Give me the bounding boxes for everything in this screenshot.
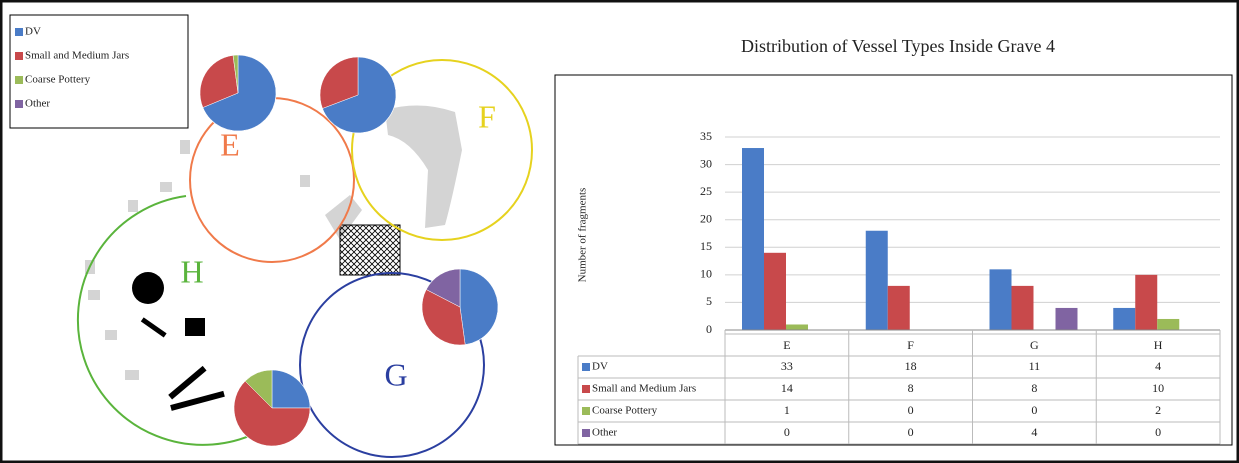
- bar: [1011, 285, 1034, 330]
- y-tick-label: 15: [700, 239, 712, 253]
- table-value: 8: [908, 381, 914, 395]
- stone-area: [385, 105, 462, 228]
- table-value: 4: [1155, 359, 1161, 373]
- bone: [170, 390, 225, 411]
- legend-swatch: [582, 363, 590, 371]
- stone: [300, 175, 310, 187]
- pie-slice: [271, 369, 311, 409]
- pie-slice: [322, 56, 397, 134]
- stone: [325, 195, 362, 240]
- grave-plan: [85, 105, 462, 380]
- legend-swatch: [15, 76, 23, 84]
- pie-slice: [425, 268, 461, 308]
- skull: [132, 272, 164, 304]
- stone: [88, 290, 100, 300]
- y-axis-label: Number of fragments: [577, 188, 589, 283]
- bar: [786, 324, 808, 330]
- table-value: 33: [781, 359, 793, 373]
- table-value: 0: [908, 403, 914, 417]
- y-tick-label: 0: [706, 322, 712, 336]
- legend-swatch: [582, 429, 590, 437]
- x-tick-label: H: [1154, 338, 1163, 352]
- table-value: 0: [1031, 403, 1037, 417]
- zone-label: G: [384, 356, 407, 392]
- bar: [764, 252, 786, 330]
- table-value: 0: [908, 425, 914, 439]
- pie-slice: [459, 268, 499, 345]
- y-tick-label: 25: [700, 184, 712, 198]
- table-value: 14: [781, 381, 793, 395]
- table-value: 0: [784, 425, 790, 439]
- table-value: 2: [1155, 403, 1161, 417]
- x-tick-label: E: [783, 338, 790, 352]
- stone: [128, 200, 138, 212]
- legend-swatch: [582, 385, 590, 393]
- bar: [1135, 274, 1158, 330]
- legend-label: DV: [25, 26, 41, 38]
- legend-swatch: [582, 407, 590, 415]
- stone: [160, 182, 172, 192]
- bar: [742, 148, 764, 330]
- pie-slice: [319, 56, 359, 109]
- table-value: 18: [905, 359, 917, 373]
- pie-slice: [421, 289, 466, 346]
- map-legend: [9, 14, 189, 129]
- table-value: 8: [1031, 381, 1037, 395]
- zone-arc: [76, 195, 263, 446]
- legend-label: Coarse Pottery: [592, 405, 658, 417]
- y-tick-label: 35: [700, 129, 712, 143]
- bar: [989, 269, 1012, 330]
- legend-label: Coarse Pottery: [25, 74, 91, 86]
- x-tick-label: F: [907, 338, 914, 352]
- map: E F G H: [76, 54, 533, 458]
- legend-swatch: [15, 100, 23, 108]
- legend-swatch: [15, 52, 23, 60]
- pie-slice: [244, 369, 273, 409]
- pie-slice: [232, 54, 239, 94]
- y-tick-label: 30: [700, 156, 712, 170]
- bone: [168, 365, 207, 400]
- legend-label: Small and Medium Jars: [592, 383, 696, 395]
- stone: [180, 140, 190, 154]
- bar: [1157, 318, 1180, 330]
- legend-label: Small and Medium Jars: [25, 50, 129, 62]
- zone-label: E: [220, 126, 240, 162]
- burial-remains: [132, 272, 225, 411]
- zone-circle: [299, 272, 485, 458]
- legend-label: DV: [592, 361, 608, 373]
- table-value: 11: [1029, 359, 1041, 373]
- table-value: 10: [1152, 381, 1164, 395]
- bone: [185, 318, 205, 336]
- stone: [105, 330, 117, 340]
- hatched-area: [339, 224, 401, 276]
- bar: [865, 230, 888, 330]
- legend-swatch: [15, 28, 23, 36]
- pie-slice: [199, 55, 239, 108]
- table-value: 4: [1031, 425, 1037, 439]
- stone: [125, 370, 139, 380]
- legend-label: Other: [25, 98, 50, 110]
- pie-slice: [233, 380, 311, 447]
- zone-circle: [351, 59, 533, 241]
- table-value: 1: [784, 403, 790, 417]
- x-tick-label: G: [1030, 338, 1039, 352]
- bar: [887, 285, 910, 330]
- bone: [140, 317, 167, 338]
- table-value: 0: [1155, 425, 1161, 439]
- pie-slice: [202, 54, 277, 132]
- chart-title: Distribution of Vessel Types Inside Grav…: [741, 36, 1055, 56]
- bar: [1113, 307, 1136, 330]
- y-tick-label: 10: [700, 267, 712, 281]
- zone-label: F: [478, 98, 496, 134]
- y-tick-label: 20: [700, 211, 712, 225]
- legend-label: Other: [592, 427, 617, 439]
- bar: [1055, 307, 1078, 330]
- y-tick-label: 5: [706, 294, 712, 308]
- zone-label: H: [180, 253, 203, 289]
